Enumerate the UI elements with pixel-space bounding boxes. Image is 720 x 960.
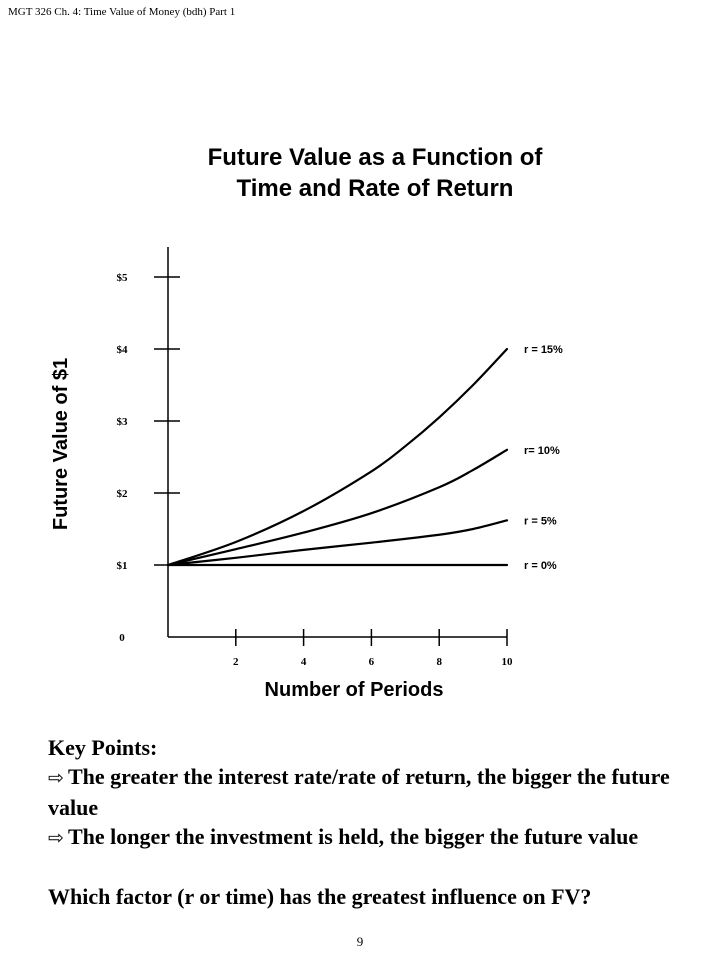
key-point-1-text: The greater the interest rate/rate of re… — [48, 764, 670, 820]
key-point-2-text: The longer the investment is held, the b… — [68, 824, 639, 849]
y-tick-label: $1 — [117, 560, 128, 572]
series-label: r = 15% — [524, 344, 563, 356]
y-tick-label: $4 — [117, 344, 129, 356]
arrow-right-icon: ⇨ — [48, 828, 64, 849]
key-point-1: ⇨ The greater the interest rate/rate of r… — [48, 762, 688, 822]
x-tick-label: 6 — [369, 656, 375, 668]
y-tick-label: $3 — [117, 416, 129, 428]
y-tick-label: 0 — [119, 632, 125, 644]
y-axis-title: Future Value of $1 — [50, 358, 72, 530]
arrow-right-icon: ⇨ — [48, 768, 64, 789]
key-points-heading: Key Points: — [48, 735, 158, 760]
key-point-2: ⇨ The longer the investment is held, the … — [48, 822, 688, 853]
series-line — [166, 519, 509, 567]
x-tick-label: 4 — [301, 656, 307, 668]
page-number: 9 — [356, 934, 364, 949]
x-tick-label: 10 — [502, 656, 514, 668]
series-line — [166, 347, 509, 567]
chart-title-line-1: Future Value as a Function of — [207, 144, 543, 171]
chart-title-line-2: Time and Rate of Return — [236, 175, 514, 202]
x-axis-title: Number of Periods — [265, 679, 444, 701]
key-points: Key Points: ⇨ The greater the interest ra… — [48, 733, 688, 911]
y-tick-label: $5 — [117, 272, 129, 284]
question-text: Which factor (r or time) has the greates… — [48, 884, 592, 909]
x-tick-label: 2 — [233, 656, 239, 668]
chart: 0 $1 $2 $3 $4 $5 2 4 6 8 10 Number of Periods Future… — [50, 247, 563, 701]
series-label: r = 5% — [524, 515, 557, 527]
y-tick-label: $2 — [117, 488, 129, 500]
x-tick-label: 8 — [436, 656, 442, 668]
chart-title: Future Value as a Function of Time and R… — [0, 142, 720, 204]
series-label: r = 0% — [524, 560, 557, 572]
series-label: r= 10% — [524, 445, 560, 457]
series-line — [166, 448, 509, 567]
page-header: MGT 326 Ch. 4: Time Value of Money (bdh)… — [8, 6, 236, 18]
